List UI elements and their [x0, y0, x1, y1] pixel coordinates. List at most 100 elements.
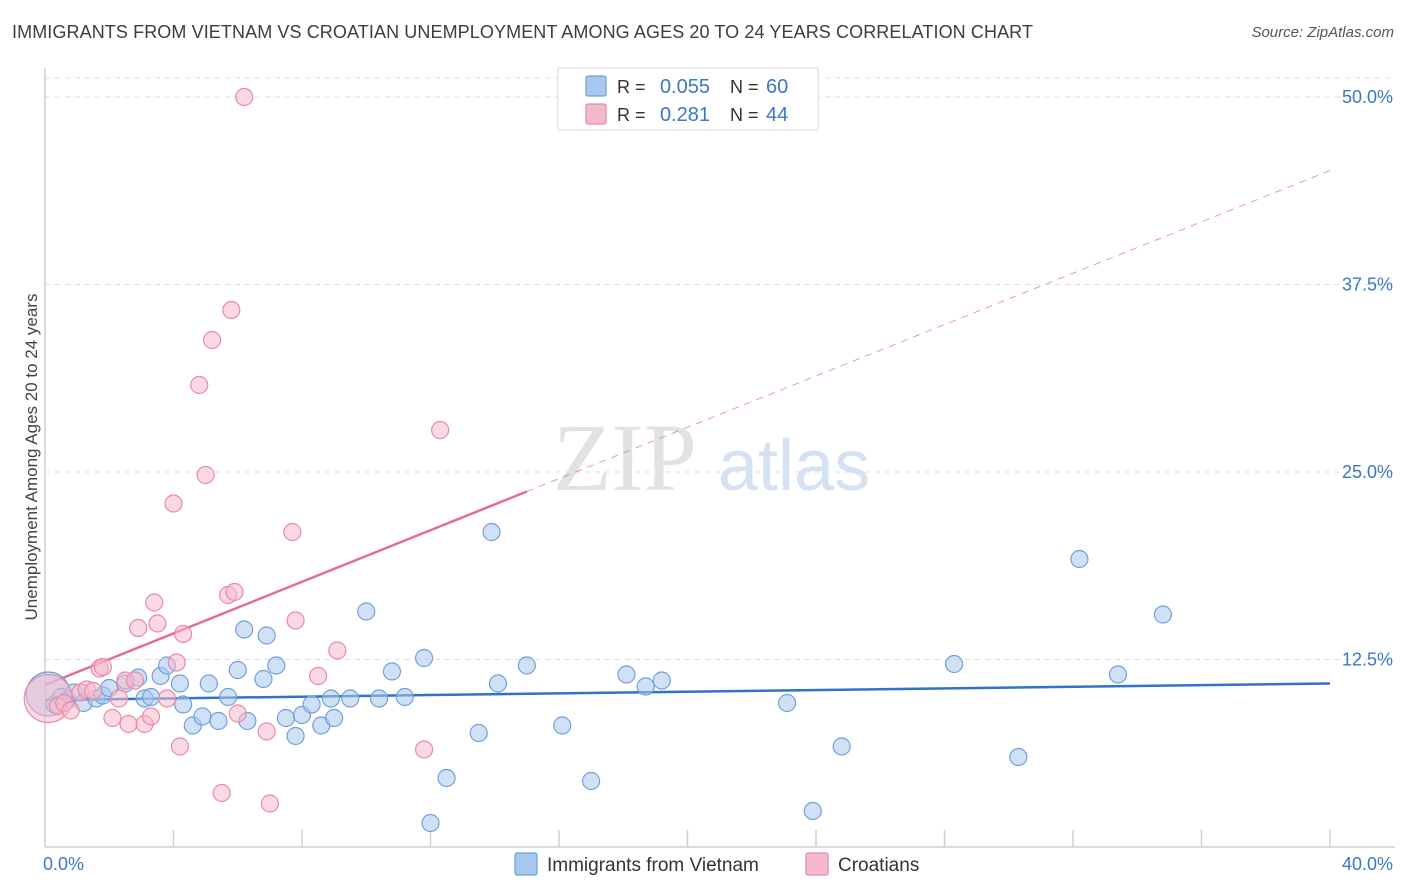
source-credit: Source: ZipAtlas.com [1251, 24, 1394, 41]
point-pink [212, 783, 231, 803]
point-blue [286, 726, 305, 746]
point-blue [357, 602, 376, 621]
point-pink [286, 611, 305, 630]
trend-line-extended-pink [526, 170, 1331, 492]
point-pink [283, 522, 302, 542]
point-pink [129, 618, 148, 638]
point-pink [157, 689, 177, 708]
point-pink [260, 794, 279, 813]
point-blue [276, 708, 296, 728]
point-blue [414, 648, 434, 668]
legend-swatch-blue [585, 75, 607, 97]
point-pink [167, 653, 186, 672]
point-pink [141, 707, 161, 726]
point-pink [145, 593, 164, 612]
point-pink [196, 465, 215, 485]
legend-n-value: 60 [766, 76, 788, 98]
legend-swatch-pink [585, 103, 607, 125]
point-blue [1153, 605, 1173, 624]
point-blue [174, 695, 193, 714]
legend-bottom-label: Immigrants from Vietnam [547, 855, 759, 876]
point-blue [228, 660, 247, 680]
point-blue [141, 687, 161, 707]
trend-line-pink [44, 490, 528, 687]
point-blue [395, 687, 414, 707]
y-tick-label: 25.0% [1342, 462, 1393, 482]
point-blue [370, 689, 389, 708]
point-pink [431, 420, 450, 440]
point-blue [382, 662, 402, 681]
legend-r-value: 0.055 [660, 76, 710, 98]
x-tick-label-max: 40.0% [1342, 854, 1393, 874]
point-pink [414, 740, 434, 759]
point-blue [482, 522, 501, 542]
points-layer [23, 87, 1173, 833]
point-pink [308, 666, 328, 686]
grid-layer [45, 77, 1395, 660]
point-blue [617, 665, 636, 684]
point-pink [119, 714, 138, 734]
point-blue [235, 620, 254, 639]
point-pink [222, 300, 241, 320]
axis-layer: 12.5% 25.0% 37.5% 50.0% 0.0% 40.0% [43, 68, 1395, 874]
point-blue [325, 708, 344, 728]
point-pink [174, 624, 193, 644]
point-pink [235, 87, 254, 107]
legend-r-label: R = [617, 77, 646, 97]
point-pink [202, 330, 222, 350]
y-axis-label: Unemployment Among Ages 20 to 24 years [22, 294, 41, 621]
point-blue [257, 626, 276, 645]
watermark-atlas: atlas [718, 426, 870, 506]
point-blue [1108, 665, 1128, 684]
point-blue [777, 693, 797, 713]
legend-n-label: N = [730, 105, 759, 125]
watermark-zip: ZIP [553, 404, 697, 511]
point-pink [109, 689, 128, 708]
point-pink [93, 657, 112, 677]
y-tick-label: 37.5% [1342, 275, 1393, 295]
point-blue [254, 669, 273, 689]
point-blue [267, 656, 286, 675]
point-blue [517, 656, 536, 675]
point-blue [553, 716, 572, 735]
watermark: ZIP atlas [553, 404, 870, 511]
point-blue [1070, 549, 1089, 569]
point-pink [148, 614, 167, 633]
point-blue [945, 654, 964, 674]
point-pink [257, 722, 276, 741]
legend-bottom-swatch-pink [805, 852, 829, 876]
legend-r-value: 0.281 [660, 104, 710, 126]
legend-bottom-swatch-blue [514, 852, 538, 876]
point-blue [199, 674, 218, 693]
legend-n-value: 44 [766, 104, 788, 126]
point-pink [228, 704, 247, 723]
point-blue [302, 695, 321, 714]
point-blue [636, 677, 655, 696]
point-blue [321, 689, 341, 708]
legend-bottom: Immigrants from Vietnam Croatians [514, 852, 919, 876]
point-pink [61, 701, 80, 720]
point-blue [488, 674, 508, 693]
point-blue [341, 689, 360, 708]
point-blue [421, 813, 440, 833]
point-blue [209, 711, 228, 731]
point-blue [219, 687, 238, 707]
point-blue [1009, 747, 1028, 767]
point-pink [170, 737, 190, 756]
point-pink [103, 708, 122, 728]
x-tick-label-min: 0.0% [43, 854, 84, 874]
trend-layer [44, 170, 1331, 702]
point-pink [328, 641, 347, 660]
point-pink [164, 494, 183, 513]
y-tick-label: 12.5% [1342, 650, 1393, 670]
legend-n-label: N = [730, 77, 759, 97]
legend-r-label: R = [617, 105, 646, 125]
chart-title: IMMIGRANTS FROM VIETNAM VS CROATIAN UNEM… [12, 22, 1034, 42]
point-blue [437, 768, 456, 788]
y-tick-label: 50.0% [1342, 87, 1393, 107]
point-pink [190, 375, 209, 395]
point-blue [193, 707, 212, 726]
point-pink [225, 582, 244, 602]
point-blue [832, 737, 851, 756]
